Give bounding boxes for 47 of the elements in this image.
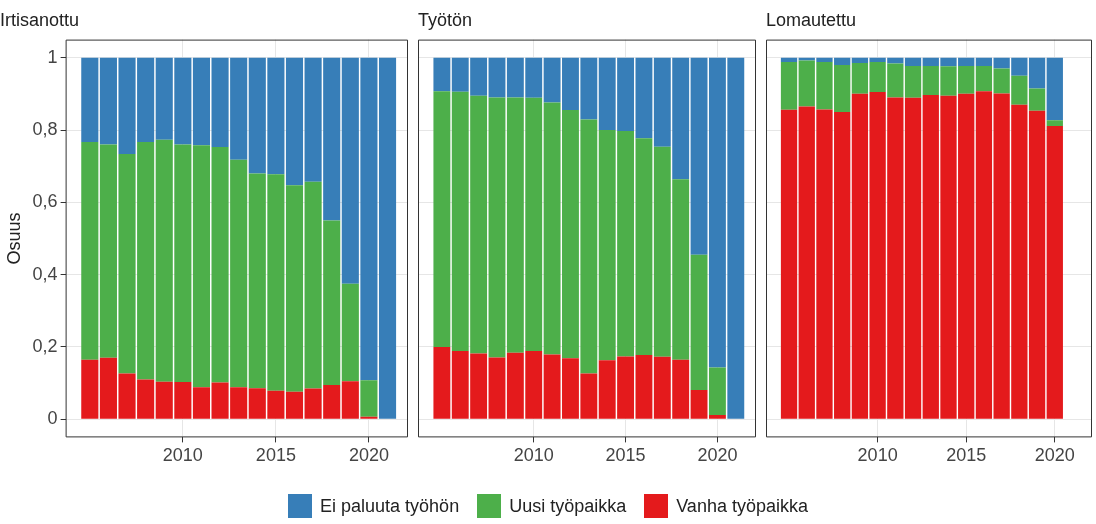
legend-label: Uusi työpaikka [509, 495, 627, 517]
bar [285, 391, 304, 419]
chart-title: Työtön [418, 9, 473, 30]
x-tick-label: 2020 [1034, 445, 1075, 466]
y-tick-label: 0,8 [32, 118, 58, 139]
bar [488, 57, 506, 98]
bar [904, 57, 922, 66]
bar [780, 62, 798, 110]
x-tick-label: 2015 [605, 445, 646, 466]
bar [1046, 120, 1063, 127]
chart-title: Irtisanottu [0, 9, 80, 30]
bar [488, 357, 506, 419]
x-tick-label: 2010 [857, 445, 898, 466]
x-tick-label: 2015 [946, 445, 987, 466]
bar [1046, 57, 1063, 121]
bar [1046, 126, 1063, 419]
bar [378, 57, 397, 419]
legend-label: Vanha työpaikka [676, 495, 808, 517]
bar [433, 57, 451, 92]
y-axis-title: Osuus [3, 212, 24, 265]
bar [81, 141, 99, 360]
bar [81, 359, 99, 419]
y-tick-label: 0,4 [32, 263, 58, 284]
bar [192, 57, 211, 146]
bar [192, 145, 211, 388]
bar [81, 57, 99, 142]
bar [285, 185, 304, 392]
bar [285, 57, 304, 186]
bar [433, 91, 451, 347]
bar [192, 387, 211, 419]
bar [488, 97, 506, 358]
x-tick-label: 2015 [255, 445, 296, 466]
chart-title: Lomautettu [766, 9, 857, 30]
y-tick-label: 1 [47, 46, 58, 67]
x-tick-label: 2010 [513, 445, 554, 466]
legend-label: Ei paluuta työhön [320, 495, 460, 517]
y-tick-label: 0 [47, 408, 58, 429]
bar [904, 97, 922, 419]
x-tick-label: 2020 [697, 445, 738, 466]
bar [780, 109, 798, 419]
y-tick-label: 0,2 [32, 335, 58, 356]
bar [904, 66, 922, 98]
bar [433, 346, 451, 419]
x-tick-label: 2020 [348, 445, 389, 466]
x-tick-label: 2010 [162, 445, 203, 466]
bar [780, 57, 798, 63]
y-tick-label: 0,6 [32, 191, 58, 212]
